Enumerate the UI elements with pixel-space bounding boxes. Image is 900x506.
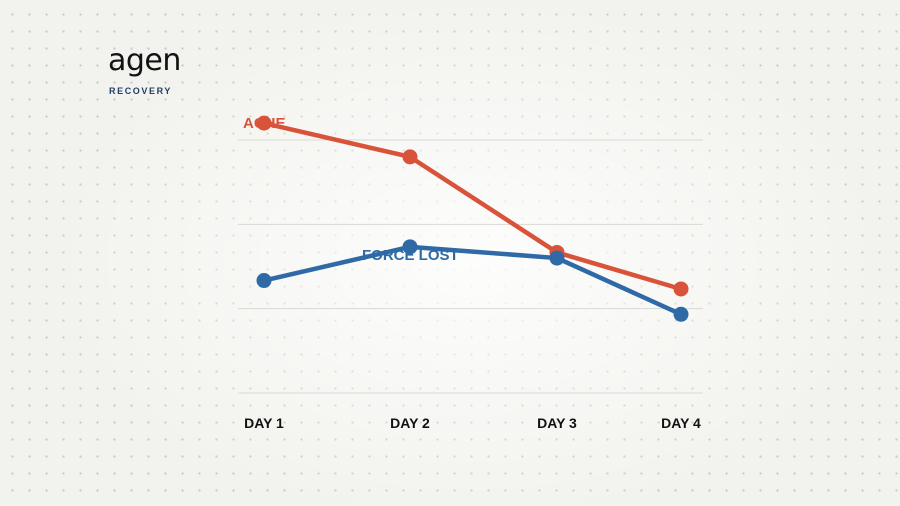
data-point bbox=[673, 281, 689, 297]
series-lines bbox=[261, 120, 684, 317]
x-tick-label: DAY 4 bbox=[661, 415, 701, 431]
x-tick-label: DAY 3 bbox=[537, 415, 577, 431]
x-tick-label: DAY 1 bbox=[244, 415, 284, 431]
data-point bbox=[549, 250, 565, 266]
data-points bbox=[256, 115, 689, 322]
brand-tagline: RECOVERY bbox=[109, 86, 172, 96]
series-label: FORCE LOST bbox=[362, 247, 459, 264]
data-point bbox=[402, 239, 418, 255]
x-tick-label: DAY 2 bbox=[390, 415, 430, 431]
data-point bbox=[256, 115, 272, 131]
chart-labels: DAY 1 DAY 2 DAY 3 DAY 4 ACHE FORCE LOST bbox=[243, 115, 701, 431]
data-point bbox=[673, 306, 689, 322]
grid-lines bbox=[238, 139, 703, 394]
series-label: ACHE bbox=[243, 115, 286, 132]
brand-logo: agen bbox=[108, 43, 181, 78]
series-line bbox=[261, 120, 684, 292]
data-point bbox=[256, 273, 272, 289]
data-point bbox=[402, 149, 418, 165]
series-line bbox=[261, 244, 684, 317]
